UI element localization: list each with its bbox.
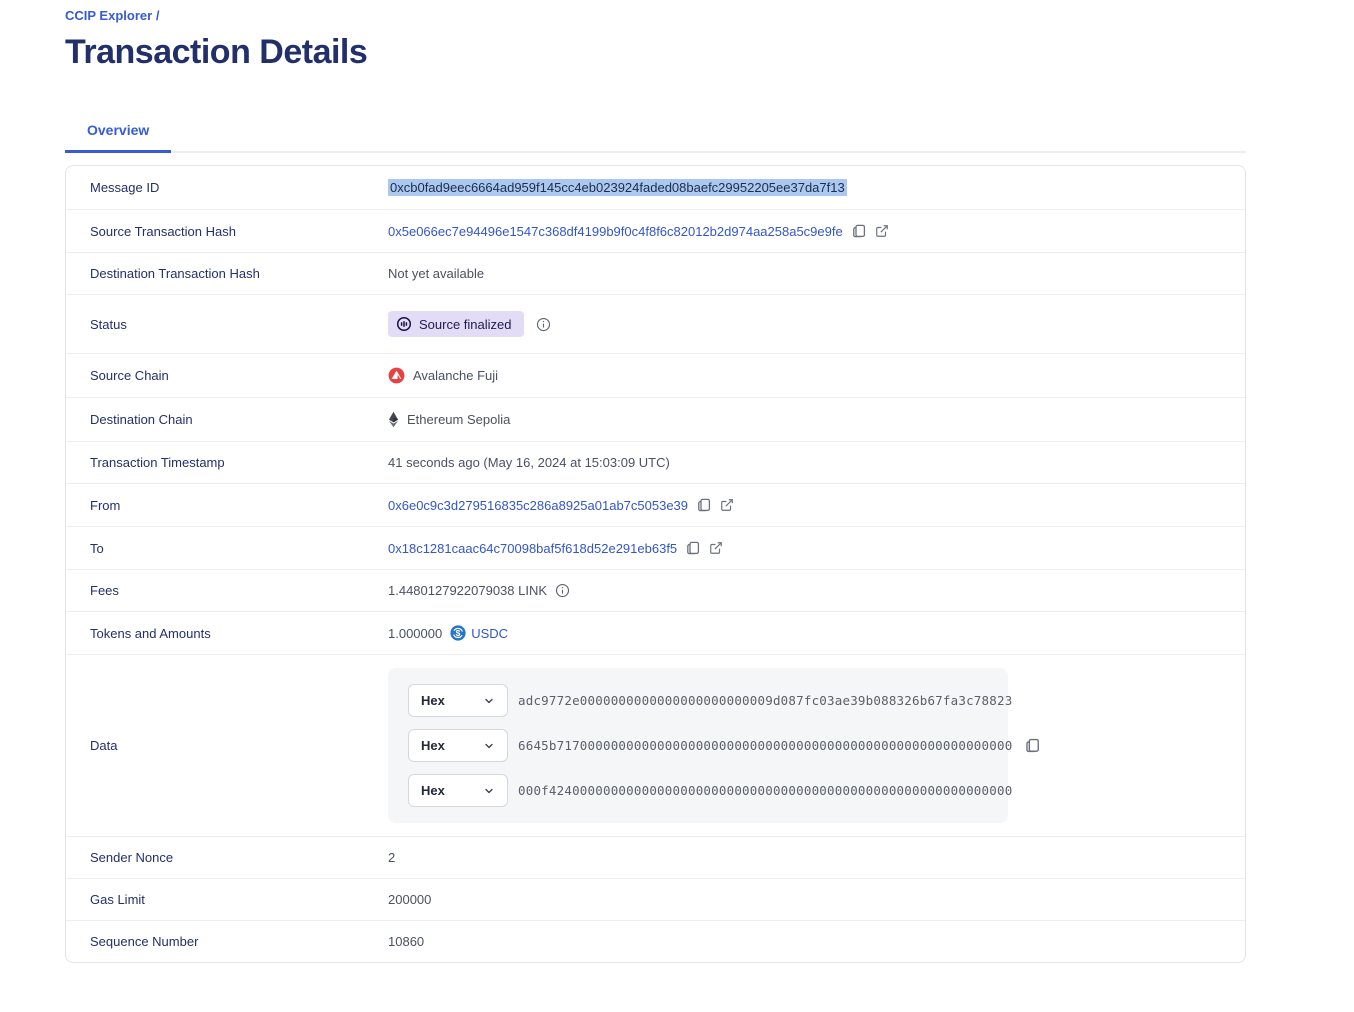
tab-overview[interactable]: Overview bbox=[65, 112, 172, 153]
chevron-down-icon bbox=[485, 743, 493, 748]
status-progress-icon bbox=[396, 316, 412, 332]
external-link-icon[interactable] bbox=[875, 224, 889, 238]
data-label: Data bbox=[90, 738, 118, 753]
data-hex-line: 000f424000000000000000000000000000000000… bbox=[518, 783, 1013, 798]
row-to: To 0x18c1281caac64c70098baf5f618d52e291e… bbox=[66, 527, 1245, 570]
to-address-link[interactable]: 0x18c1281caac64c70098baf5f618d52e291eb63… bbox=[388, 540, 678, 556]
fees-value: 1.4480127922079038 LINK bbox=[388, 583, 548, 598]
source-chain-label: Source Chain bbox=[90, 368, 169, 383]
sequence-number-label: Sequence Number bbox=[90, 934, 199, 949]
avalanche-icon bbox=[388, 367, 405, 384]
info-icon[interactable] bbox=[555, 583, 570, 598]
breadcrumb: CCIP Explorer / bbox=[65, 8, 1246, 23]
page-title: Transaction Details bbox=[65, 33, 368, 71]
row-status: Status Source finalized bbox=[66, 295, 1245, 354]
row-dest-tx-hash: Destination Transaction Hash Not yet ava… bbox=[66, 253, 1245, 295]
tab-bar: Overview bbox=[65, 112, 1246, 153]
hex-select-value: Hex bbox=[421, 693, 445, 708]
source-tx-hash-label: Source Transaction Hash bbox=[90, 223, 236, 239]
row-gas-limit: Gas Limit 200000 bbox=[66, 879, 1245, 921]
hex-format-select[interactable]: Hex bbox=[408, 729, 508, 762]
message-id-value: 0xcb0fad9eec6664ad959f145cc4eb023924fade… bbox=[388, 179, 847, 196]
copy-icon[interactable] bbox=[1024, 737, 1041, 754]
transaction-details-card: Message ID 0xcb0fad9eec6664ad959f145cc4e… bbox=[65, 165, 1246, 963]
gas-limit-label: Gas Limit bbox=[90, 892, 145, 907]
data-line: Hex 6645b7170000000000000000000000000000… bbox=[408, 729, 1012, 762]
svg-text:$: $ bbox=[456, 628, 461, 638]
status-badge-text: Source finalized bbox=[419, 316, 512, 332]
dest-chain-name: Ethereum Sepolia bbox=[407, 412, 511, 427]
timestamp-label: Transaction Timestamp bbox=[90, 455, 225, 470]
hex-format-select[interactable]: Hex bbox=[408, 684, 508, 717]
row-timestamp: Transaction Timestamp 41 seconds ago (Ma… bbox=[66, 442, 1245, 484]
row-source-chain: Source Chain Avalanche Fuji bbox=[66, 354, 1245, 398]
from-address-link[interactable]: 0x6e0c9c3d279516835c286a8925a01ab7c5053e… bbox=[388, 497, 689, 513]
chevron-down-icon bbox=[485, 788, 493, 793]
source-tx-hash-link[interactable]: 0x5e066ec7e94496e1547c368df4199b9f0c4f8f… bbox=[388, 223, 843, 239]
from-label: From bbox=[90, 497, 121, 513]
data-line: Hex 000f42400000000000000000000000000000… bbox=[408, 774, 1012, 807]
row-sender-nonce: Sender Nonce 2 bbox=[66, 837, 1245, 879]
dest-tx-hash-value: Not yet available bbox=[388, 266, 485, 281]
hex-select-value: Hex bbox=[421, 783, 445, 798]
sender-nonce-label: Sender Nonce bbox=[90, 850, 174, 865]
message-id-label: Message ID bbox=[90, 180, 160, 195]
status-badge: Source finalized bbox=[388, 311, 524, 337]
data-panel: Hex adc9772e0000000000000000000000009d08… bbox=[388, 668, 1012, 823]
token-amount: 1.000000 bbox=[388, 625, 443, 641]
hex-format-select[interactable]: Hex bbox=[408, 774, 508, 807]
fees-label: Fees bbox=[90, 583, 119, 598]
row-tokens-amounts: Tokens and Amounts 1.000000 $ USDC bbox=[66, 612, 1245, 655]
row-fees: Fees 1.4480127922079038 LINK bbox=[66, 570, 1245, 612]
dest-tx-hash-label: Destination Transaction Hash bbox=[90, 266, 260, 281]
breadcrumb-link-ccip-explorer[interactable]: CCIP Explorer bbox=[65, 8, 153, 23]
to-label: To bbox=[90, 540, 104, 556]
sequence-number-value: 10860 bbox=[388, 934, 425, 949]
status-label: Status bbox=[90, 316, 127, 332]
hex-select-value: Hex bbox=[421, 738, 445, 753]
copy-icon[interactable] bbox=[851, 223, 867, 239]
usdc-icon: $ bbox=[450, 625, 466, 641]
ethereum-icon bbox=[388, 411, 399, 428]
info-icon[interactable] bbox=[536, 317, 551, 332]
row-message-id: Message ID 0xcb0fad9eec6664ad959f145cc4e… bbox=[66, 166, 1245, 210]
data-hex-line: 6645b71700000000000000000000000000000000… bbox=[518, 738, 1013, 753]
row-from: From 0x6e0c9c3d279516835c286a8925a01ab7c… bbox=[66, 484, 1245, 527]
source-chain-name: Avalanche Fuji bbox=[413, 368, 499, 383]
copy-icon[interactable] bbox=[685, 540, 701, 556]
row-source-tx-hash: Source Transaction Hash 0x5e066ec7e94496… bbox=[66, 210, 1245, 253]
breadcrumb-separator: / bbox=[155, 8, 160, 23]
external-link-icon[interactable] bbox=[720, 498, 734, 512]
usdc-token-link[interactable]: $ USDC bbox=[450, 625, 508, 641]
usdc-token-label: USDC bbox=[471, 625, 509, 641]
copy-icon[interactable] bbox=[696, 497, 712, 513]
gas-limit-value: 200000 bbox=[388, 892, 432, 907]
sender-nonce-value: 2 bbox=[388, 850, 396, 865]
row-dest-chain: Destination Chain Ethereum Sepolia bbox=[66, 398, 1245, 442]
data-line: Hex adc9772e0000000000000000000000009d08… bbox=[408, 684, 1012, 717]
timestamp-value: 41 seconds ago (May 16, 2024 at 15:03:09… bbox=[388, 455, 670, 470]
chevron-down-icon bbox=[485, 698, 493, 703]
data-hex-line: adc9772e0000000000000000000000009d087fc0… bbox=[518, 693, 1013, 708]
row-sequence-number: Sequence Number 10860 bbox=[66, 921, 1245, 962]
row-data: Data Hex adc9772e00000000000000000000000… bbox=[66, 655, 1245, 837]
dest-chain-label: Destination Chain bbox=[90, 412, 193, 427]
tokens-amounts-label: Tokens and Amounts bbox=[90, 625, 211, 641]
external-link-icon[interactable] bbox=[709, 541, 723, 555]
